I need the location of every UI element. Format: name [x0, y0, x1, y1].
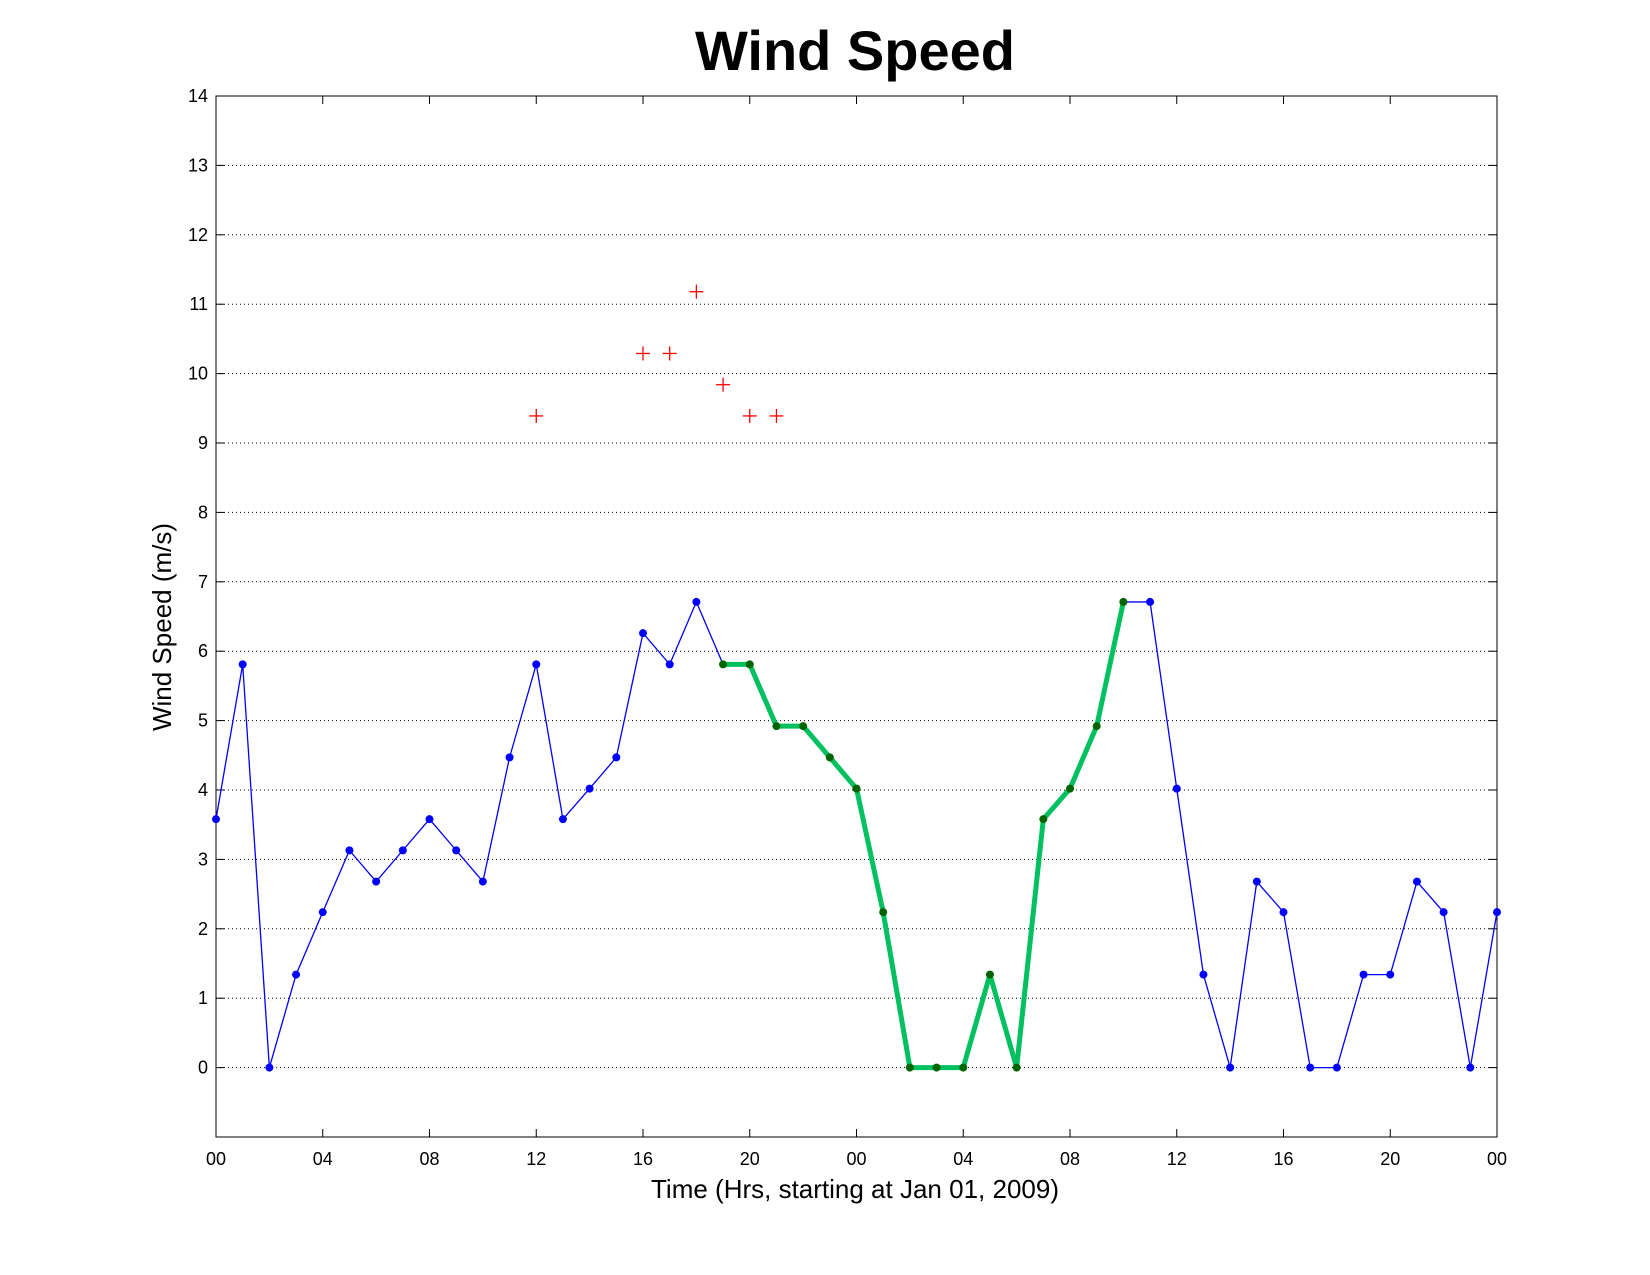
x-tick-label: 20 — [740, 1149, 760, 1169]
blue-series-point — [372, 877, 381, 886]
green-series-point — [745, 660, 754, 669]
x-tick-label: 00 — [846, 1149, 866, 1169]
blue-series-point — [1412, 877, 1421, 886]
y-tick-label: 1 — [198, 988, 208, 1008]
blue-series-point — [612, 753, 621, 762]
green-series-point — [905, 1063, 914, 1072]
x-tick-label: 04 — [953, 1149, 973, 1169]
green-series-point — [1039, 815, 1048, 824]
blue-series-point — [692, 597, 701, 606]
blue-series-point — [212, 815, 220, 824]
green-series-point — [772, 722, 781, 731]
blue-series-point — [1493, 908, 1501, 917]
blue-series-point — [665, 660, 674, 669]
green-series-point — [719, 660, 728, 669]
y-tick-label: 6 — [198, 641, 208, 661]
y-tick-label: 9 — [198, 433, 208, 453]
y-tick-label: 13 — [188, 155, 208, 175]
red-plus-marker — [529, 408, 544, 423]
green-series-point — [879, 908, 888, 917]
y-tick-label: 10 — [188, 364, 208, 384]
blue-series-point — [425, 815, 434, 824]
blue-series-point — [639, 629, 647, 638]
blue-series-point — [1332, 1063, 1341, 1072]
x-tick-label: 00 — [1487, 1149, 1507, 1169]
y-tick-label: 5 — [198, 711, 208, 731]
x-tick-label: 16 — [1273, 1149, 1293, 1169]
blue-series-point — [318, 908, 327, 917]
green-series-line — [723, 601, 1126, 1071]
red-plus-marker — [716, 377, 731, 392]
blue-series-point — [478, 877, 487, 886]
blue-series-point — [1226, 1063, 1235, 1072]
blue-series-point — [265, 1063, 274, 1072]
blue-series-point — [1199, 970, 1208, 979]
x-tick-label: 12 — [526, 1149, 546, 1169]
red-plus-marker — [689, 284, 704, 299]
red-plus-marker — [636, 346, 650, 361]
blue-series-point — [452, 846, 461, 855]
blue-series-point — [1252, 877, 1261, 886]
blue-series-point — [532, 660, 541, 669]
y-tick-label: 12 — [188, 225, 208, 245]
blue-series-point — [398, 846, 407, 855]
blue-series-point — [1146, 597, 1155, 606]
x-axis-label: Time (Hrs, starting at Jan 01, 2009) — [651, 1174, 1059, 1204]
green-series-point — [1092, 722, 1101, 731]
grid-lines — [216, 164, 1497, 1069]
y-tick-label: 2 — [198, 919, 208, 939]
red-plus-marker — [742, 408, 757, 423]
blue-series-point — [238, 660, 247, 669]
blue-series-point — [1466, 1063, 1475, 1072]
green-series-point — [1066, 784, 1074, 793]
green-series-point — [959, 1063, 968, 1072]
y-tick-label: 3 — [198, 849, 208, 869]
y-tick-label: 4 — [198, 780, 208, 800]
x-tick-label: 08 — [1060, 1149, 1080, 1169]
chart-title: Wind Speed — [695, 19, 1015, 82]
green-series-point — [985, 970, 994, 979]
red-plus-marker — [662, 346, 677, 361]
x-tick-label: 16 — [633, 1149, 653, 1169]
blue-series-point — [1306, 1063, 1315, 1072]
y-tick-label: 14 — [188, 86, 208, 106]
y-axis-label: Wind Speed (m/s) — [147, 523, 177, 731]
x-tick-label: 04 — [313, 1149, 333, 1169]
blue-series-point — [1386, 970, 1395, 979]
blue-series-point — [558, 815, 567, 824]
blue-series-point — [345, 846, 354, 855]
green-series-point — [1119, 597, 1128, 606]
x-tick-label: 08 — [419, 1149, 439, 1169]
blue-series-point — [1359, 970, 1368, 979]
red-plus-marker — [769, 408, 784, 423]
blue-series-point — [1172, 784, 1181, 793]
data-series — [212, 284, 1501, 1072]
x-tick-label: 12 — [1167, 1149, 1187, 1169]
blue-series-point — [585, 784, 594, 793]
blue-series-point — [292, 970, 301, 979]
y-tick-label: 7 — [198, 572, 208, 592]
green-series-point — [1012, 1063, 1021, 1072]
y-tick-label: 0 — [198, 1058, 208, 1078]
blue-series-point — [1439, 908, 1448, 917]
blue-series-point — [1279, 908, 1288, 917]
x-tick-label: 20 — [1380, 1149, 1400, 1169]
blue-series-point — [505, 753, 514, 762]
green-series-point — [932, 1063, 941, 1072]
green-series-point — [825, 753, 834, 762]
y-tick-label: 11 — [189, 294, 208, 314]
green-series-point — [799, 722, 808, 731]
green-series-point — [852, 784, 861, 793]
x-tick-label: 00 — [206, 1149, 226, 1169]
y-tick-label: 8 — [198, 502, 208, 522]
